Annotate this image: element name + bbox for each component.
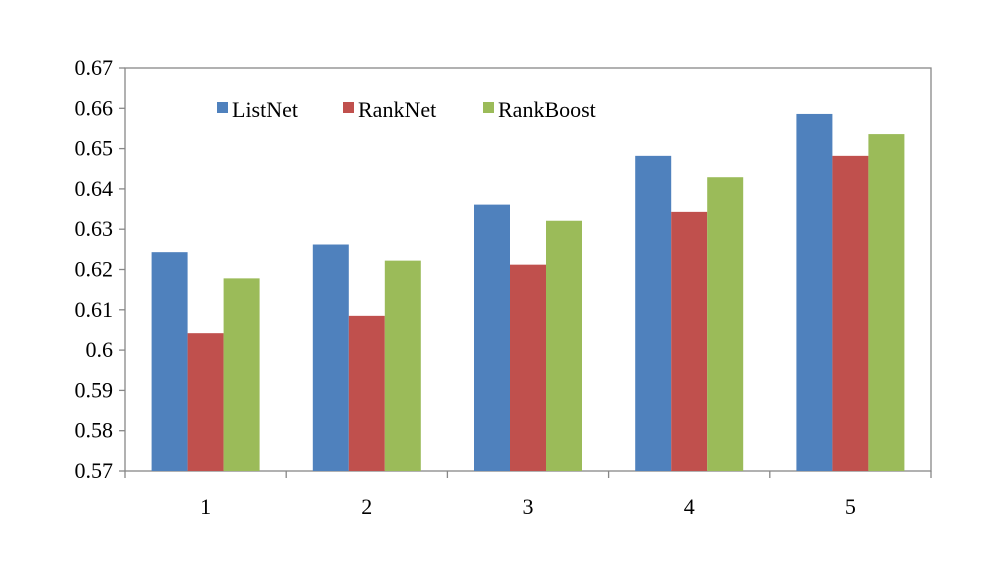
y-tick-label: 0.61 — [75, 297, 114, 322]
y-tick-label: 0.64 — [75, 176, 114, 201]
legend-swatch-listnet — [217, 102, 228, 113]
bar-series — [151, 113, 905, 472]
legend-swatch-ranknet — [343, 102, 354, 113]
y-tick-label: 0.67 — [75, 55, 114, 80]
bar-ranknet-5 — [832, 155, 869, 471]
bar-listnet-4 — [635, 155, 672, 471]
legend-label-rankboost: RankBoost — [498, 97, 596, 122]
x-category-label: 1 — [200, 494, 211, 519]
y-tick-label: 0.59 — [75, 377, 114, 402]
bar-listnet-5 — [796, 113, 833, 471]
y-tick-label: 0.63 — [75, 216, 114, 241]
bar-rankboost-2 — [384, 260, 421, 471]
bar-rankboost-5 — [868, 134, 905, 472]
y-tick-label: 0.57 — [75, 458, 114, 483]
bar-ranknet-3 — [510, 264, 546, 471]
x-category-label: 4 — [684, 494, 695, 519]
bar-listnet-2 — [312, 244, 349, 471]
bar-ranknet-4 — [671, 211, 708, 471]
bar-listnet-3 — [474, 204, 510, 471]
legend: ListNet RankNet RankBoost — [217, 97, 596, 122]
y-tick-label: 0.66 — [75, 95, 114, 120]
x-axis: 1 2 3 4 5 — [124, 471, 932, 519]
y-tick-label: 0.65 — [75, 136, 114, 161]
y-axis: 0.57 0.58 0.59 0.6 0.61 0.62 0.63 0.64 0.65 0.66 0… — [75, 55, 125, 483]
bar-ranknet-2 — [348, 315, 385, 471]
x-category-label: 3 — [523, 494, 534, 519]
bar-rankboost-4 — [707, 177, 744, 471]
x-category-label: 5 — [845, 494, 856, 519]
bar-listnet-1 — [151, 252, 188, 471]
y-tick-label: 0.58 — [75, 418, 114, 443]
y-tick-label: 0.62 — [75, 257, 114, 282]
bar-rankboost-3 — [546, 220, 582, 471]
bar-ranknet-1 — [187, 333, 224, 471]
y-tick-label: 0.6 — [86, 337, 114, 362]
legend-label-ranknet: RankNet — [358, 97, 436, 122]
legend-label-listnet: ListNet — [232, 97, 298, 122]
x-category-label: 2 — [361, 494, 372, 519]
bar-rankboost-1 — [223, 278, 260, 471]
legend-swatch-rankboost — [483, 102, 494, 113]
